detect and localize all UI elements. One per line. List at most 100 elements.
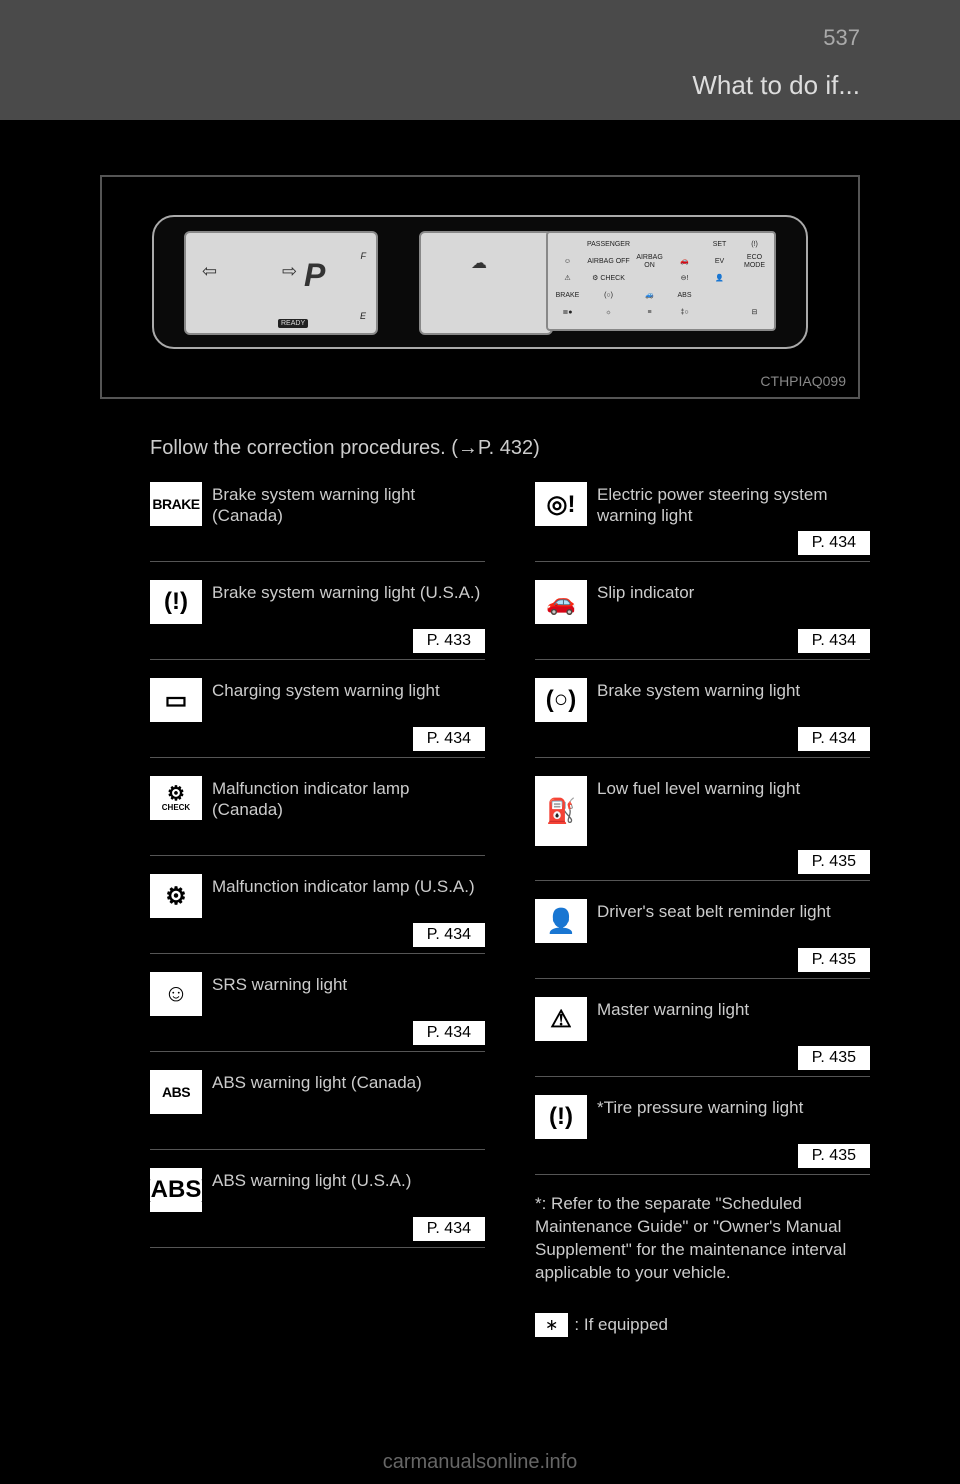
warning-light-entry: BRAKEBrake system warning light (Canada): [150, 482, 485, 562]
left-display: ⇦ ⇨ P F E READY: [184, 231, 378, 335]
indicator-mini-icon: ECO MODE: [739, 254, 770, 269]
warning-light-icon: ▭: [150, 678, 202, 722]
fuel-empty-label: E: [360, 311, 366, 321]
ready-indicator: READY: [278, 319, 308, 328]
asterisk-note: ∗: If equipped: [535, 1313, 870, 1337]
indicator-mini-icon: [669, 237, 700, 252]
warning-light-columns: BRAKEBrake system warning light (Canada)…: [150, 482, 870, 1337]
page-reference: P. 433: [413, 629, 485, 653]
warning-light-icon: (ABS): [150, 1168, 202, 1212]
indicator-mini-icon: PASSENGER: [587, 237, 630, 252]
indicator-mini-icon: (○): [587, 288, 630, 303]
turn-left-icon: ⇦: [202, 261, 217, 282]
indicator-mini-icon: EV: [704, 254, 735, 269]
page-reference: P. 434: [413, 1021, 485, 1045]
right-column: ◎!Electric power steering system warning…: [535, 482, 870, 1337]
indicator-mini-icon: [739, 288, 770, 303]
indicator-mini-icon: 👤: [704, 271, 735, 286]
warning-light-icon: (!): [150, 580, 202, 624]
warning-light-label: Brake system warning light (Canada): [212, 482, 485, 527]
warning-light-entry: ⚙Malfunction indicator lamp (U.S.A.)P. 4…: [150, 874, 485, 954]
warning-light-label: Electric power steering system warning l…: [597, 482, 870, 527]
warning-light-icon: (○): [535, 678, 587, 722]
header-title: What to do if...: [692, 70, 860, 101]
fuel-full-label: F: [361, 251, 367, 261]
warning-light-label: Brake system warning light (U.S.A.): [212, 580, 485, 603]
page-reference: P. 434: [413, 727, 485, 751]
warning-light-label: Master warning light: [597, 997, 870, 1020]
warning-light-entry: ⚠ Master warning light P. 435: [535, 997, 870, 1077]
warning-light-label: Slip indicator: [597, 580, 870, 603]
warning-light-icon: ABS: [150, 1070, 202, 1114]
gear-indicator: P: [304, 257, 325, 294]
maintenance-note: *: Refer to the separate "Scheduled Main…: [535, 1193, 870, 1285]
page-reference: P. 434: [798, 629, 870, 653]
page-reference: P. 435: [798, 850, 870, 874]
warning-light-entry: ⚙CHECKMalfunction indicator lamp (Canada…: [150, 776, 485, 856]
warning-light-label: ABS warning light (Canada): [212, 1070, 485, 1093]
turn-right-icon: ⇨: [282, 261, 297, 282]
warning-light-entry: (!) Brake system warning light (U.S.A.) P.…: [150, 580, 485, 660]
indicator-mini-icon: ⊖!: [669, 271, 700, 286]
center-display: ☁: [419, 231, 553, 335]
warning-light-entry: ▭ Charging system warning light P. 434: [150, 678, 485, 758]
header-bar: 537 What to do if...: [0, 0, 960, 120]
warning-light-icon: ⚠: [535, 997, 587, 1041]
warning-light-label: Malfunction indicator lamp (U.S.A.): [212, 874, 485, 897]
warning-light-entry: ABS ABS warning light (Canada): [150, 1070, 485, 1150]
warning-light-icon: ⛽: [535, 776, 587, 846]
page-reference: P. 434: [413, 1217, 485, 1241]
page-number: 537: [823, 25, 860, 51]
indicator-mini-icon: ABS: [669, 288, 700, 303]
intro-text: Follow the correction procedures. (→P. 4…: [150, 434, 860, 462]
warning-light-label: Low fuel level warning light: [597, 776, 870, 799]
right-indicator-panel: PASSENGERSET(!)☺AIRBAG OFFAIRBAG ON🚗EVEC…: [546, 231, 776, 331]
indicator-mini-icon: ≡: [634, 305, 665, 320]
warning-light-icon: BRAKE: [150, 482, 202, 526]
indicator-mini-icon: ☺: [552, 254, 583, 269]
asterisk-mark: ∗: [535, 1313, 568, 1337]
indicator-mini-icon: ≣●: [552, 305, 583, 320]
warning-light-icon: (!): [535, 1095, 587, 1139]
indicator-mini-icon: ☼: [587, 305, 630, 320]
indicator-mini-icon: [704, 305, 735, 320]
footer-watermark: carmanualsonline.info: [0, 1451, 960, 1474]
indicator-mini-icon: [739, 271, 770, 286]
page-reference: P. 435: [798, 948, 870, 972]
page-reference: P. 434: [798, 531, 870, 555]
warning-light-label: ABS warning light (U.S.A.): [212, 1168, 485, 1191]
indicator-mini-icon: 🚙: [634, 288, 665, 303]
indicator-mini-icon: [704, 288, 735, 303]
warning-light-icon: 🚗: [535, 580, 587, 624]
indicator-mini-icon: (!): [739, 237, 770, 252]
warning-light-entry: (!) *Tire pressure warning light P. 435: [535, 1095, 870, 1175]
page-reference: P. 434: [413, 923, 485, 947]
warning-light-entry: 🚗 Slip indicator P. 434: [535, 580, 870, 660]
indicator-mini-icon: ⚙ CHECK: [587, 271, 630, 286]
warning-light-label: SRS warning light: [212, 972, 485, 995]
indicator-mini-icon: [634, 271, 665, 286]
warning-light-entry: ◎!Electric power steering system warning…: [535, 482, 870, 562]
warning-light-entry: (○) Brake system warning light P. 434: [535, 678, 870, 758]
indicator-mini-icon: ‡○: [669, 305, 700, 320]
indicator-mini-icon: BRAKE: [552, 288, 583, 303]
warning-light-entry: ⛽ Low fuel level warning light P. 435: [535, 776, 870, 881]
warning-light-label: *Tire pressure warning light: [597, 1095, 870, 1118]
warning-light-icon: ◎!: [535, 482, 587, 526]
page-reference: P. 434: [798, 727, 870, 751]
indicator-mini-icon: AIRBAG ON: [634, 254, 665, 269]
indicator-mini-icon: [634, 237, 665, 252]
warning-light-icon: 👤: [535, 899, 587, 943]
indicator-mini-icon: [552, 237, 583, 252]
warning-light-label: Malfunction indicator lamp (Canada): [212, 776, 485, 821]
page-reference: P. 435: [798, 1144, 870, 1168]
dashboard-panel: ⇦ ⇨ P F E READY ☁ PASSENGERSET(!)☺AIRBAG…: [152, 215, 808, 349]
page-reference: P. 435: [798, 1046, 870, 1070]
warning-light-label: Driver's seat belt reminder light: [597, 899, 870, 922]
warning-light-entry: 👤 Driver's seat belt reminder light P. 435: [535, 899, 870, 979]
warning-light-label: Charging system warning light: [212, 678, 485, 701]
warning-light-entry: (ABS) ABS warning light (U.S.A.) P. 434: [150, 1168, 485, 1248]
indicator-mini-icon: ⊟: [739, 305, 770, 320]
warning-light-label: Brake system warning light: [597, 678, 870, 701]
warning-light-icon: ⚙CHECK: [150, 776, 202, 820]
